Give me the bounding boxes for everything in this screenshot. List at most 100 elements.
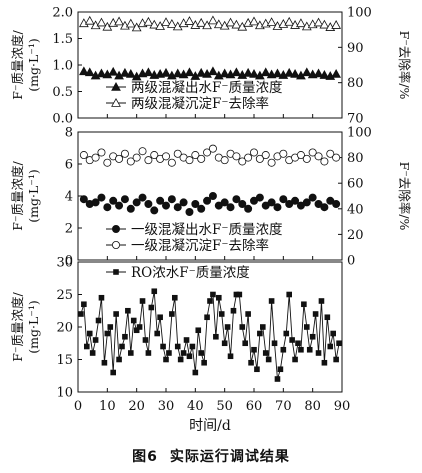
data-point bbox=[279, 149, 288, 158]
data-point bbox=[208, 144, 217, 153]
data-point bbox=[150, 151, 159, 160]
data-point bbox=[284, 67, 295, 77]
data-point bbox=[166, 350, 172, 356]
data-point bbox=[319, 19, 330, 29]
data-point bbox=[218, 311, 225, 317]
data-point bbox=[84, 67, 95, 77]
data-point bbox=[174, 343, 181, 350]
data-point bbox=[173, 149, 182, 158]
data-point bbox=[184, 16, 195, 25]
x-tick-label: 80 bbox=[304, 399, 321, 414]
data-point bbox=[320, 157, 329, 166]
data-point bbox=[304, 324, 310, 330]
series-top-1 bbox=[78, 15, 342, 32]
y-tick-label: 15 bbox=[56, 353, 73, 368]
data-point bbox=[138, 193, 147, 202]
legend-marker bbox=[111, 97, 121, 107]
data-point bbox=[197, 204, 206, 213]
data-point bbox=[125, 307, 131, 314]
data-point bbox=[142, 337, 149, 343]
y-tick-label: 6 bbox=[65, 158, 73, 173]
data-point bbox=[255, 154, 264, 163]
data-point bbox=[203, 196, 212, 205]
data-point bbox=[208, 15, 218, 25]
data-point bbox=[185, 156, 194, 165]
data-point bbox=[324, 314, 331, 321]
data-point bbox=[232, 195, 241, 204]
data-point bbox=[96, 68, 107, 78]
data-point bbox=[330, 330, 336, 337]
data-point bbox=[296, 18, 306, 28]
data-point bbox=[169, 311, 175, 317]
data-point bbox=[84, 343, 90, 350]
data-point bbox=[115, 154, 124, 163]
data-point bbox=[283, 330, 290, 337]
y-tick-label: 2.0 bbox=[52, 6, 73, 21]
y-tick-label: 30 bbox=[56, 256, 73, 271]
data-point bbox=[202, 20, 212, 30]
data-point bbox=[89, 350, 96, 356]
y-tick-label: 10 bbox=[56, 386, 73, 401]
y-tick-label: 2 bbox=[65, 222, 73, 237]
data-point bbox=[295, 340, 301, 347]
y-tick-label: 1.5 bbox=[52, 32, 73, 47]
data-point bbox=[130, 317, 137, 324]
legend-label: 一级混凝出水F⁻质量浓度 bbox=[131, 222, 283, 238]
data-point bbox=[296, 151, 305, 160]
data-point bbox=[266, 17, 277, 27]
data-point bbox=[208, 66, 218, 76]
y2-tick-label: 100 bbox=[347, 6, 372, 21]
x-tick-label: 40 bbox=[187, 399, 204, 414]
data-point bbox=[279, 195, 288, 204]
data-point bbox=[91, 153, 100, 162]
data-point bbox=[126, 204, 135, 213]
data-point bbox=[220, 156, 229, 165]
data-point bbox=[91, 198, 100, 207]
y2-tick-label: 40 bbox=[347, 202, 364, 217]
data-point bbox=[196, 67, 207, 77]
data-point bbox=[273, 203, 282, 212]
y2-tick-label: 90 bbox=[347, 41, 364, 56]
data-point bbox=[239, 324, 246, 330]
data-point bbox=[144, 199, 153, 208]
data-point bbox=[154, 330, 160, 337]
data-point bbox=[298, 346, 304, 353]
data-point bbox=[97, 148, 106, 157]
chart-marks: 0.00.51.01.52.0708090100F⁻去除率/%F⁻质量浓度/(m… bbox=[10, 6, 412, 435]
data-point bbox=[333, 356, 339, 363]
y2-tick-label: 80 bbox=[347, 76, 364, 91]
y-tick-label: 1.0 bbox=[52, 59, 73, 74]
data-point bbox=[284, 16, 295, 26]
data-point bbox=[245, 311, 251, 317]
data-point bbox=[108, 66, 119, 76]
data-point bbox=[313, 17, 324, 27]
data-point bbox=[160, 343, 166, 350]
y-tick-label: 0 bbox=[65, 254, 73, 269]
data-point bbox=[122, 333, 128, 340]
data-point bbox=[167, 158, 176, 167]
data-point bbox=[332, 153, 341, 162]
data-point bbox=[143, 16, 154, 26]
y2-tick-label: 80 bbox=[347, 151, 364, 166]
data-point bbox=[81, 301, 87, 308]
data-point bbox=[301, 67, 312, 77]
data-point bbox=[203, 148, 212, 157]
data-point bbox=[231, 19, 242, 29]
series-line bbox=[80, 291, 340, 380]
series-middle-0 bbox=[79, 191, 341, 216]
data-point bbox=[272, 68, 283, 78]
data-point bbox=[213, 333, 219, 340]
data-point bbox=[227, 353, 234, 360]
data-point bbox=[207, 298, 213, 304]
series-bottom-0 bbox=[78, 288, 342, 382]
series-middle-1 bbox=[79, 144, 341, 167]
data-point bbox=[254, 366, 260, 373]
panel-middle: 02468020406080100F⁻去除率/%F⁻质量浓度/(mg·L⁻¹)一… bbox=[10, 126, 412, 269]
x-tick-label: 0 bbox=[74, 399, 82, 414]
data-point bbox=[274, 376, 281, 382]
data-point bbox=[180, 350, 187, 356]
legend-marker bbox=[113, 269, 119, 275]
